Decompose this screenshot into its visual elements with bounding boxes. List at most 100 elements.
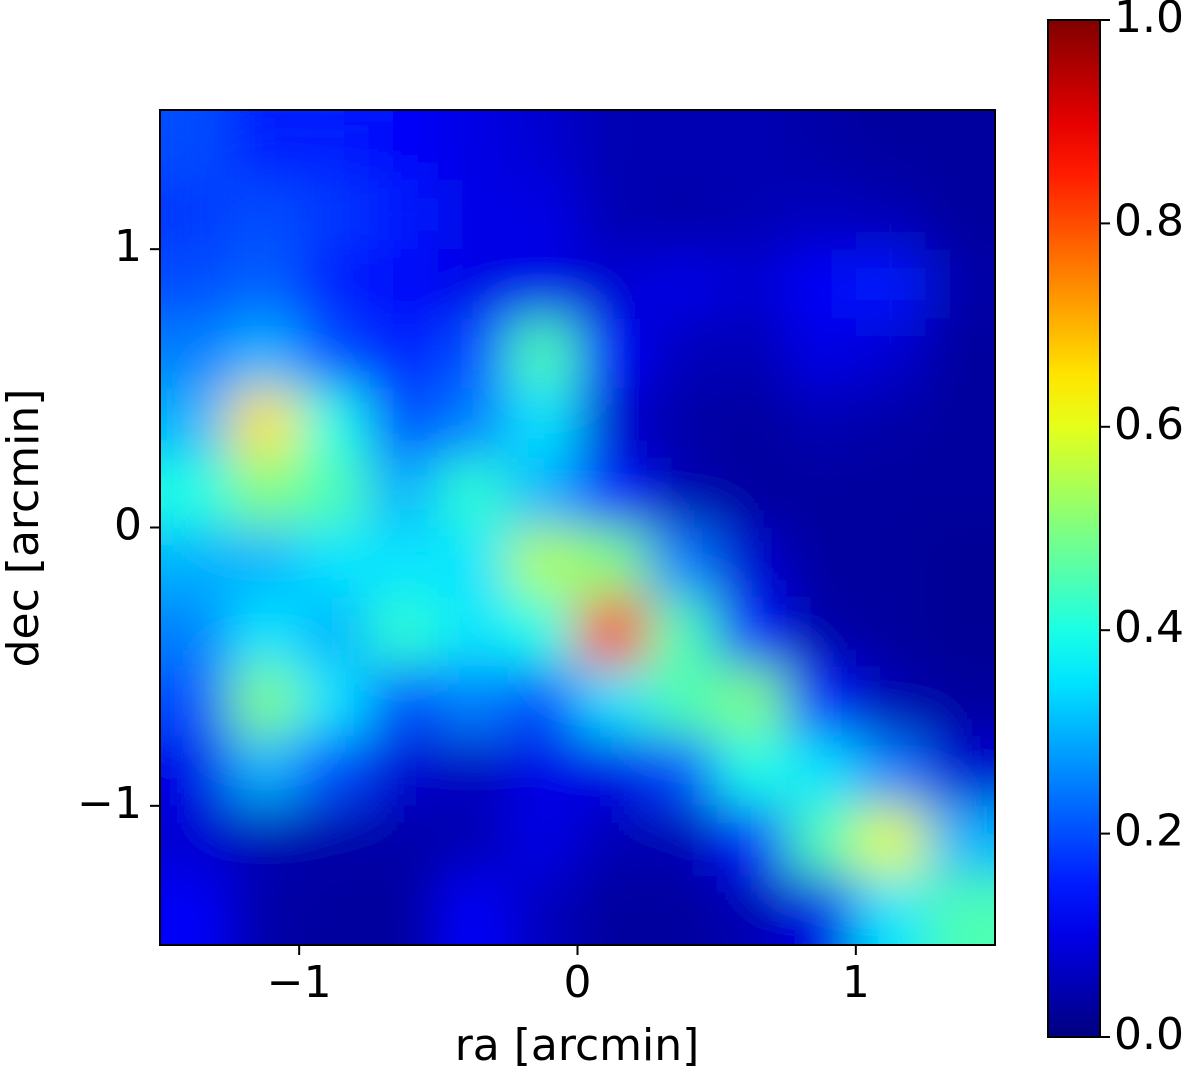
heatmap-cell xyxy=(160,527,231,598)
heatmap-cell xyxy=(438,875,509,945)
heatmap-cell xyxy=(647,249,718,320)
heatmap-cell xyxy=(507,249,578,320)
heatmap-cell xyxy=(299,597,370,668)
heatmap-cell xyxy=(716,666,787,737)
heatmap-cell xyxy=(507,875,578,945)
heatmap-cell xyxy=(507,388,578,459)
heatmap-cell xyxy=(716,179,787,250)
heatmap-cell xyxy=(368,318,439,389)
heatmap-cell xyxy=(299,457,370,528)
heatmap-cell xyxy=(786,736,857,807)
heatmap-cell xyxy=(647,875,718,945)
heatmap-cell xyxy=(716,249,787,320)
heatmap-cell xyxy=(438,805,509,876)
heatmap-cell xyxy=(368,110,439,181)
heatmap-cell xyxy=(368,527,439,598)
heatmap-cell xyxy=(368,736,439,807)
heatmap-cell xyxy=(577,666,648,737)
heatmap-cell xyxy=(577,249,648,320)
heatmap-cell xyxy=(716,875,787,945)
colorbar-tick-label: 0.6 xyxy=(1114,399,1184,450)
heatmap-cell xyxy=(786,388,857,459)
heatmap-cell xyxy=(925,805,995,876)
heatmap-cell xyxy=(438,388,509,459)
heatmap-cell xyxy=(716,318,787,389)
heatmap-cell xyxy=(577,736,648,807)
heatmap-cell xyxy=(855,318,926,389)
heatmap-cell xyxy=(716,457,787,528)
heatmap-cell xyxy=(577,179,648,250)
heatmap-cell xyxy=(299,318,370,389)
heatmap-cell xyxy=(368,875,439,945)
heatmap-cell xyxy=(786,527,857,598)
heatmap-cell xyxy=(368,179,439,250)
y-tick-label: −1 xyxy=(77,778,142,829)
heatmap-cell xyxy=(716,527,787,598)
heatmap-cell xyxy=(299,666,370,737)
heatmap-cell xyxy=(716,597,787,668)
heatmap-cell xyxy=(647,736,718,807)
heatmap-cell xyxy=(925,875,995,945)
heatmap-cell xyxy=(925,249,995,320)
heatmap-cell xyxy=(160,457,231,528)
heatmap-cell xyxy=(299,875,370,945)
heatmap-cell xyxy=(786,249,857,320)
heatmap-cell xyxy=(229,388,300,459)
heatmap-cell xyxy=(160,875,231,945)
heatmap-cell xyxy=(647,110,718,181)
heatmap-cell xyxy=(438,318,509,389)
heatmap-cell xyxy=(577,597,648,668)
heatmap-cell xyxy=(925,527,995,598)
x-tick-label: 1 xyxy=(842,957,870,1008)
heatmap-cell xyxy=(229,666,300,737)
heatmap-cell xyxy=(160,179,231,250)
heatmap-cell xyxy=(925,318,995,389)
heatmap-cell xyxy=(925,110,995,181)
heatmap-cell xyxy=(368,805,439,876)
heatmap-cell xyxy=(855,527,926,598)
heatmap-cell xyxy=(925,736,995,807)
heatmap-cell xyxy=(299,179,370,250)
heatmap-cell xyxy=(299,249,370,320)
heatmap-cell xyxy=(855,457,926,528)
heatmap-cell xyxy=(647,666,718,737)
heatmap-cell xyxy=(229,249,300,320)
heatmap-cell xyxy=(507,110,578,181)
heatmap-cell xyxy=(160,388,231,459)
heatmap-cell xyxy=(786,457,857,528)
colorbar-tick-label: 0.4 xyxy=(1114,602,1184,653)
heatmap-cell xyxy=(299,388,370,459)
heatmap-cell xyxy=(716,110,787,181)
heatmap-cell xyxy=(855,597,926,668)
heatmap-cell xyxy=(507,457,578,528)
heatmap-cell xyxy=(577,875,648,945)
heatmap-cell xyxy=(716,805,787,876)
heatmap-cell xyxy=(229,318,300,389)
heatmap-cell xyxy=(229,597,300,668)
y-axis-label: dec [arcmin] xyxy=(0,389,49,668)
heatmap-cell xyxy=(299,527,370,598)
heatmap-cell xyxy=(160,318,231,389)
heatmap-cell xyxy=(577,318,648,389)
heatmap-cell xyxy=(229,527,300,598)
heatmap-cell xyxy=(299,110,370,181)
heatmap-cell xyxy=(507,597,578,668)
heatmap-cell xyxy=(647,318,718,389)
heatmap-cell xyxy=(507,179,578,250)
heatmap-cell xyxy=(855,249,926,320)
heatmap-cell xyxy=(299,736,370,807)
heatmap-cell xyxy=(368,249,439,320)
heatmap-cell xyxy=(716,736,787,807)
heatmap-cell xyxy=(647,179,718,250)
heatmap-cell xyxy=(368,457,439,528)
heatmap-cell xyxy=(855,388,926,459)
heatmap-cell xyxy=(577,805,648,876)
heatmap-cell xyxy=(507,666,578,737)
heatmap-cell xyxy=(368,666,439,737)
x-axis-label: ra [arcmin] xyxy=(455,1020,700,1071)
heatmap-cell xyxy=(229,875,300,945)
heatmap-cell xyxy=(786,318,857,389)
colorbar xyxy=(1047,19,1101,1038)
colorbar-tick-label: 1.0 xyxy=(1114,0,1184,43)
heatmap-cell xyxy=(647,527,718,598)
